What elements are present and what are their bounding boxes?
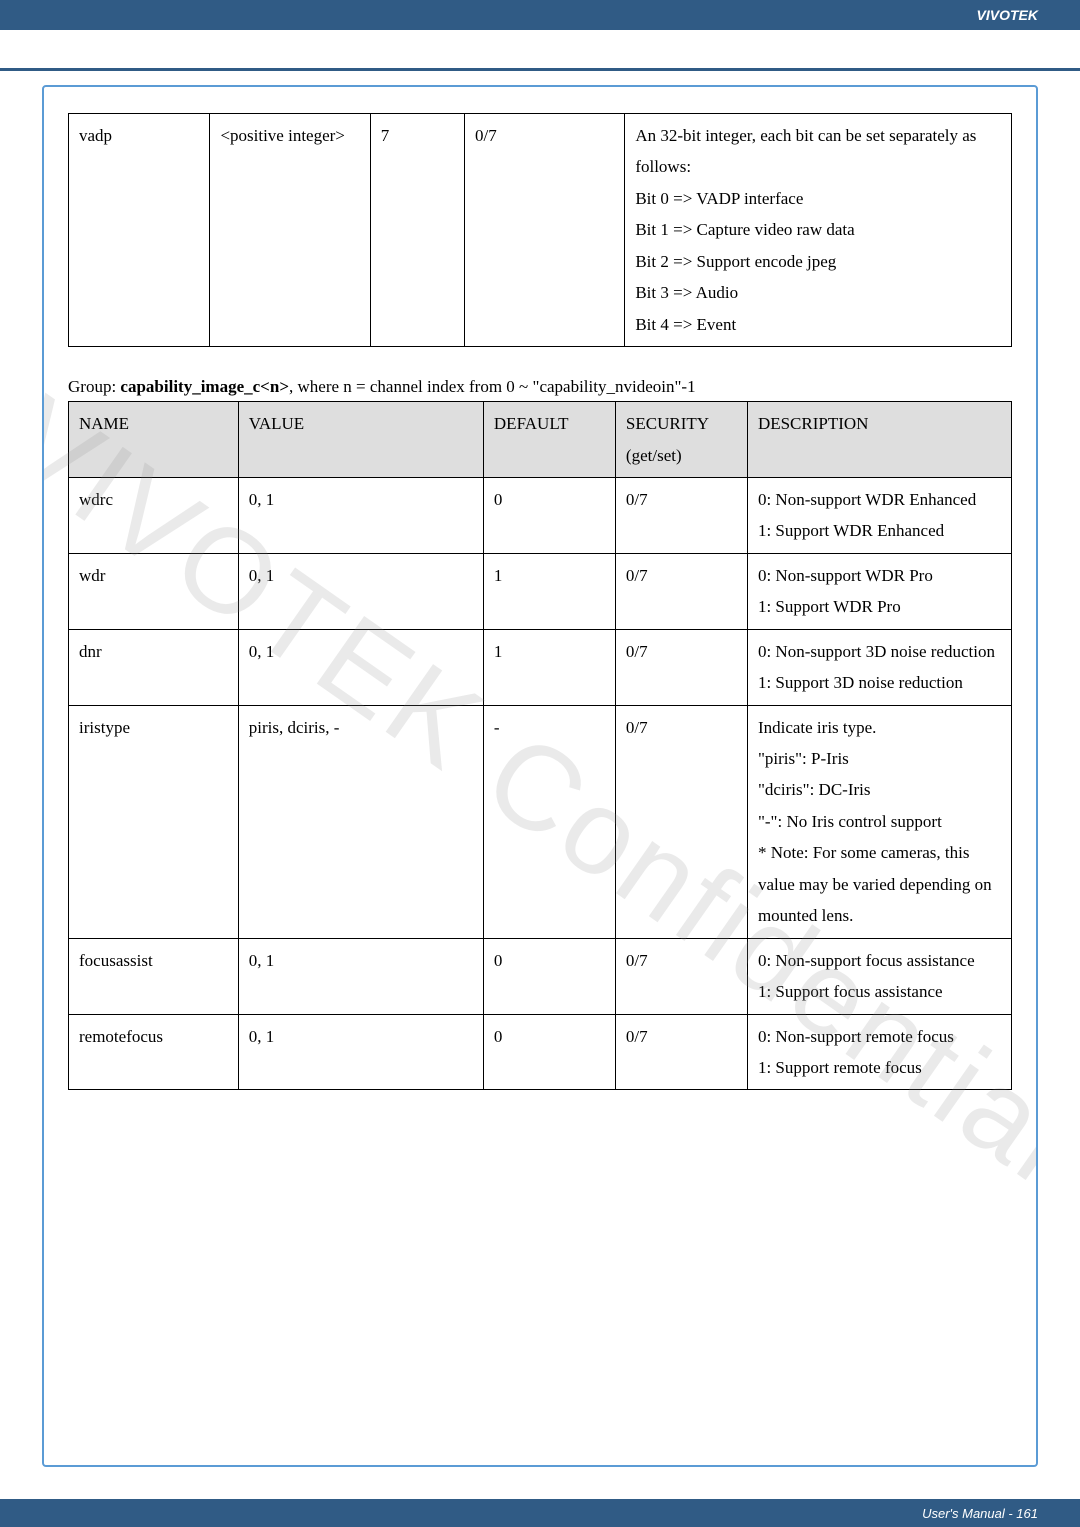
cell-security: 0/7 — [615, 629, 747, 705]
col-name: NAME — [69, 402, 239, 478]
cell-value: piris, dciris, - — [238, 705, 483, 938]
table-row: focusassist0, 100/70: Non-support focus … — [69, 938, 1012, 1014]
cell-default: 0 — [483, 1014, 615, 1090]
table-row: iristypepiris, dciris, --0/7Indicate iri… — [69, 705, 1012, 938]
cell-default: 1 — [483, 629, 615, 705]
cell-default: 7 — [370, 114, 464, 347]
table-row: remotefocus0, 100/70: Non-support remote… — [69, 1014, 1012, 1090]
brand-label: VIVOTEK — [977, 7, 1038, 23]
header-rule — [0, 68, 1080, 71]
cell-security: 0/7 — [615, 1014, 747, 1090]
col-default: DEFAULT — [483, 402, 615, 478]
cell-value: 0, 1 — [238, 477, 483, 553]
cell-description: 0: Non-support focus assistance1: Suppor… — [747, 938, 1011, 1014]
group-suffix: , where n = channel index from 0 ~ "capa… — [289, 377, 696, 396]
cell-description: 0: Non-support WDR Pro1: Support WDR Pro — [747, 553, 1011, 629]
cell-description: Indicate iris type."piris": P-Iris"dciri… — [747, 705, 1011, 938]
cell-security: 0/7 — [615, 553, 747, 629]
col-description: DESCRIPTION — [747, 402, 1011, 478]
footer-label: User's Manual - 161 — [922, 1506, 1038, 1521]
content-frame: VIVOTEK Confidential vadp <positive inte… — [42, 85, 1038, 1467]
cell-default: - — [483, 705, 615, 938]
cell-description: 0: Non-support 3D noise reduction1: Supp… — [747, 629, 1011, 705]
cell-default: 0 — [483, 938, 615, 1014]
table-row: vadp <positive integer> 7 0/7 An 32-bit … — [69, 114, 1012, 347]
cell-description: 0: Non-support WDR Enhanced1: Support WD… — [747, 477, 1011, 553]
cell-name: wdrc — [69, 477, 239, 553]
table-row: wdrc0, 100/70: Non-support WDR Enhanced1… — [69, 477, 1012, 553]
col-security: SECURITY (get/set) — [615, 402, 747, 478]
page-footer: User's Manual - 161 — [0, 1499, 1080, 1527]
table-row: wdr0, 110/70: Non-support WDR Pro1: Supp… — [69, 553, 1012, 629]
cell-name: vadp — [69, 114, 210, 347]
cell-name: focusassist — [69, 938, 239, 1014]
cell-security: 0/7 — [465, 114, 625, 347]
group-prefix: Group: — [68, 377, 120, 396]
cell-security: 0/7 — [615, 705, 747, 938]
cell-name: remotefocus — [69, 1014, 239, 1090]
brand-header: VIVOTEK — [0, 0, 1080, 30]
cell-security: 0/7 — [615, 477, 747, 553]
group-name: capability_image_c<n> — [120, 377, 289, 396]
table-header-row: NAME VALUE DEFAULT SECURITY (get/set) DE… — [69, 402, 1012, 478]
cell-name: wdr — [69, 553, 239, 629]
cell-value: 0, 1 — [238, 553, 483, 629]
cell-default: 0 — [483, 477, 615, 553]
col-value: VALUE — [238, 402, 483, 478]
cell-description: 0: Non-support remote focus1: Support re… — [747, 1014, 1011, 1090]
cell-description: An 32-bit integer, each bit can be set s… — [625, 114, 1012, 347]
capability-table: NAME VALUE DEFAULT SECURITY (get/set) DE… — [68, 401, 1012, 1090]
cell-name: iristype — [69, 705, 239, 938]
table-row: dnr0, 110/70: Non-support 3D noise reduc… — [69, 629, 1012, 705]
cell-value: <positive integer> — [210, 114, 370, 347]
cell-value: 0, 1 — [238, 1014, 483, 1090]
cell-security: 0/7 — [615, 938, 747, 1014]
cell-value: 0, 1 — [238, 938, 483, 1014]
cell-value: 0, 1 — [238, 629, 483, 705]
group-caption: Group: capability_image_c<n>, where n = … — [68, 377, 1012, 397]
cell-default: 1 — [483, 553, 615, 629]
cell-name: dnr — [69, 629, 239, 705]
vadp-table: vadp <positive integer> 7 0/7 An 32-bit … — [68, 113, 1012, 347]
